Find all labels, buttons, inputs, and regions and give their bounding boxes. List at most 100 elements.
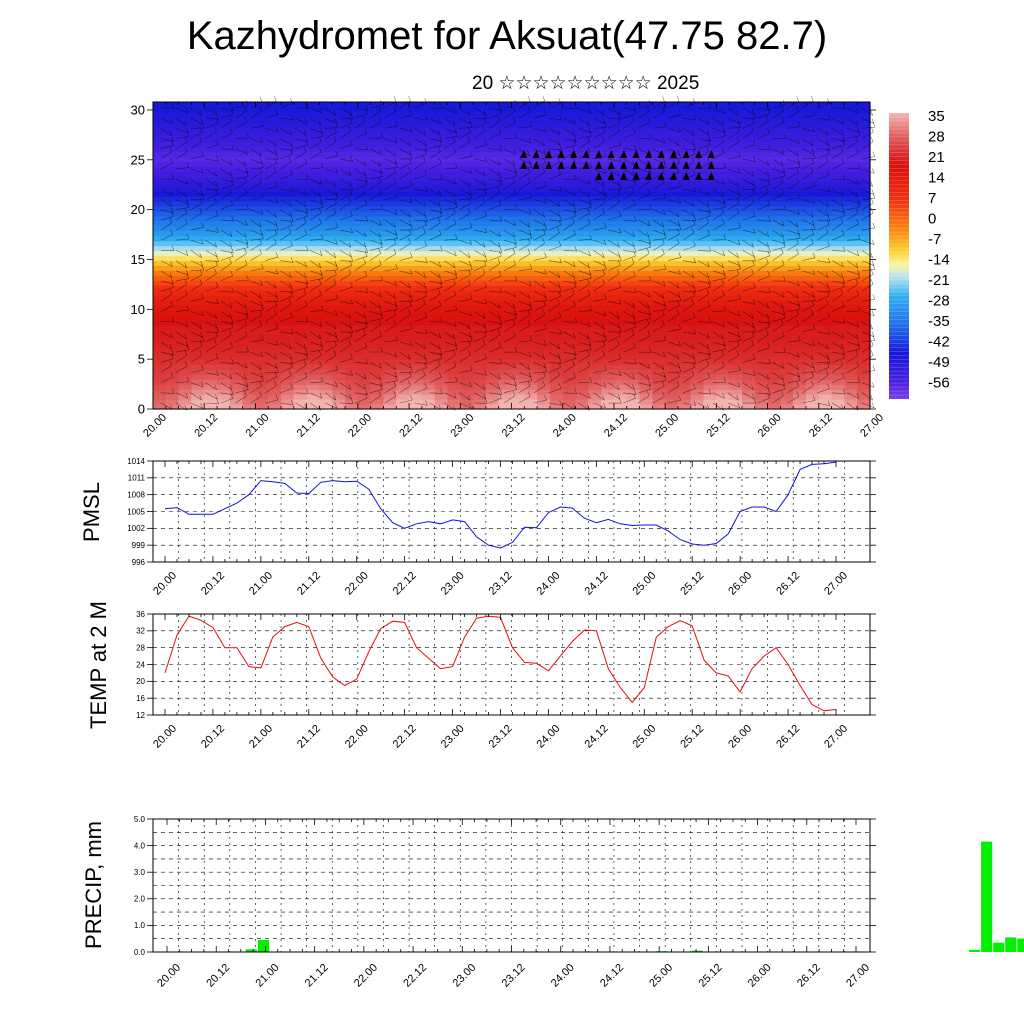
wind-barb-flag — [185, 107, 189, 114]
wind-barb-flag — [543, 157, 546, 164]
temperature-cell — [409, 334, 423, 341]
temperature-cell — [473, 275, 487, 281]
temperature-cell — [844, 270, 858, 276]
temperature-cell — [191, 379, 205, 385]
wind-barb — [384, 380, 398, 383]
temperature-cell — [562, 136, 577, 143]
temperature-cell — [447, 205, 461, 212]
temperature-cell — [204, 176, 218, 182]
temperature-cell — [242, 240, 257, 247]
wind-barb-flag — [230, 251, 234, 257]
temperature-cell — [613, 290, 628, 296]
temperature-cell — [178, 285, 193, 291]
temperature-cell — [217, 201, 231, 207]
temperature-cell — [780, 186, 794, 192]
temperature-cell — [153, 225, 167, 232]
wind-barb-flag — [231, 318, 234, 324]
temperature-cell — [281, 334, 295, 341]
wind-barb — [533, 138, 545, 146]
temperature-cell — [613, 309, 628, 316]
temperature-cell — [319, 186, 333, 192]
temperature-cell — [357, 389, 372, 395]
temperature-cell — [383, 354, 397, 361]
temperature-cell — [229, 280, 244, 286]
wind-barb-flag — [454, 179, 457, 185]
temperature-cell — [396, 260, 410, 266]
temperature-cell — [626, 280, 641, 286]
temperature-cell — [575, 141, 589, 148]
temperature-cell — [831, 309, 845, 316]
temperature-cell — [421, 295, 436, 301]
wind-barb — [474, 382, 486, 391]
temperature-cell — [217, 106, 231, 113]
temperature-cell — [703, 146, 717, 153]
temperature-cell — [793, 136, 807, 143]
wind-barb-flag — [289, 211, 292, 217]
temperature-cell — [409, 102, 423, 108]
temperature-cell — [178, 225, 193, 232]
wind-barb — [444, 355, 456, 363]
wind-barb — [250, 351, 263, 358]
wind-barb — [339, 202, 351, 210]
temperature-cell — [383, 270, 397, 276]
temperature-cell — [178, 181, 193, 187]
temperature-cell — [204, 319, 218, 326]
temperature-cell — [805, 106, 820, 113]
temperature-cell — [178, 201, 193, 207]
temperature-cell — [255, 354, 269, 361]
temperature-cell — [306, 265, 321, 271]
temperature-cell — [421, 240, 436, 247]
wind-barb-flag — [303, 288, 307, 295]
wind-barb-flag — [408, 220, 412, 226]
temperature-cell — [421, 102, 436, 108]
temperature-cell — [613, 379, 628, 385]
temperature-cell — [524, 260, 538, 266]
wind-barb-flag — [499, 358, 503, 365]
temperature-cell — [191, 300, 205, 306]
temperature-cell — [217, 285, 231, 291]
temperature-cell — [549, 394, 564, 400]
temperature-cell — [383, 309, 397, 316]
temperature-cell — [690, 240, 705, 247]
temperature-cell — [281, 339, 295, 346]
temperature-cell — [447, 384, 461, 390]
wind-barb-flag — [260, 137, 263, 144]
temperature-cell — [204, 220, 218, 227]
temperature-cell — [780, 102, 794, 108]
temperature-cell — [524, 384, 538, 390]
wind-barb — [339, 229, 353, 233]
temperature-cell — [204, 121, 218, 128]
wind-barb-flag — [275, 126, 279, 132]
wind-barb-flag — [484, 156, 488, 162]
wind-barb — [295, 163, 308, 170]
temperature-cell — [434, 290, 449, 296]
temperature-cell — [639, 151, 653, 158]
wind-barb-flag — [260, 158, 263, 165]
wind-barb — [160, 234, 173, 241]
temperature-cell — [460, 176, 474, 182]
temperature-cell — [204, 379, 218, 385]
temperature-cell — [537, 131, 551, 138]
temperature-cell — [153, 324, 167, 331]
temperature-cell — [562, 384, 577, 390]
temperature-cell — [613, 196, 628, 202]
temperature-cell — [319, 280, 333, 286]
wind-barb — [280, 189, 294, 192]
temperature-cell — [741, 111, 756, 118]
temperature-cell — [703, 399, 717, 405]
temperature-cell — [447, 131, 461, 138]
temperature-cell — [306, 319, 321, 326]
temperature-cell — [716, 384, 730, 390]
wind-barb — [310, 310, 324, 312]
temperature-cell — [562, 270, 577, 276]
temperature-cell — [396, 379, 410, 385]
temperature-cell — [281, 111, 295, 118]
temperature-cell — [562, 290, 577, 296]
temperature-cell — [204, 404, 218, 410]
wind-barb — [310, 349, 323, 353]
temperature-cell — [805, 344, 820, 351]
temperature-cell — [716, 166, 730, 172]
temperature-cell — [613, 389, 628, 395]
temperature-cell — [473, 305, 487, 311]
temperature-cell — [767, 151, 781, 158]
